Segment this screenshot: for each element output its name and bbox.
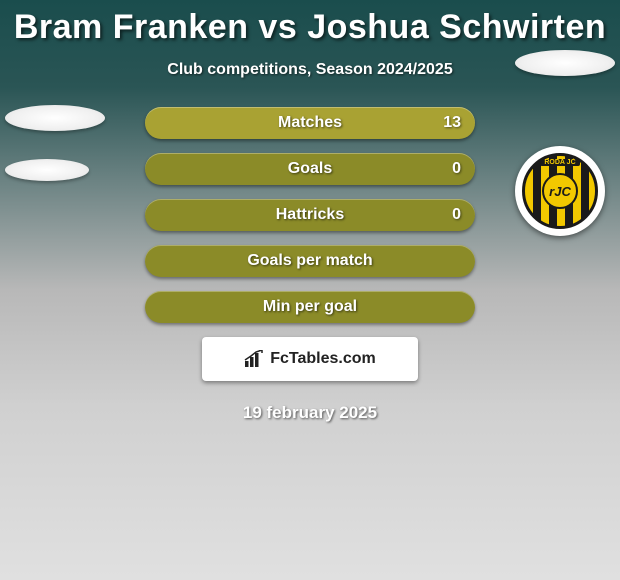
club-badge: RODA JC rJC (515, 146, 605, 236)
stat-row-goals: Goals 0 (145, 153, 475, 185)
ellipse-icon (5, 105, 105, 131)
ellipse-icon (5, 159, 89, 181)
stat-value: 0 (452, 206, 461, 224)
placeholder-ellipse (5, 105, 105, 181)
stat-row-matches: Matches 13 (145, 107, 475, 139)
stat-label: Matches (278, 114, 342, 132)
stats-area: RODA JC rJC Matches 13 Goals 0 Hattricks… (0, 107, 620, 423)
placeholder-and-club: RODA JC rJC (515, 50, 615, 236)
club-top-text: RODA JC (540, 159, 579, 166)
stat-label: Goals (288, 160, 332, 178)
comparison-title: Bram Franken vs Joshua Schwirten (0, 0, 620, 47)
bar-chart-icon (244, 350, 264, 368)
stat-value: 0 (452, 160, 461, 178)
stat-label: Goals per match (247, 252, 372, 270)
stat-label: Min per goal (263, 298, 357, 316)
stat-row-hattricks: Hattricks 0 (145, 199, 475, 231)
date-text: 19 february 2025 (0, 403, 620, 423)
club-badge-inner: RODA JC rJC (522, 153, 598, 229)
player-right-badge-slot: RODA JC rJC (515, 93, 615, 193)
player-left-badge-slot (5, 93, 105, 193)
ellipse-icon (515, 50, 615, 76)
club-abbr: rJC (542, 173, 578, 209)
stat-row-goals-per-match: Goals per match (145, 245, 475, 277)
brand-text: FcTables.com (270, 350, 376, 368)
stat-row-min-per-goal: Min per goal (145, 291, 475, 323)
stat-rows: Matches 13 Goals 0 Hattricks 0 Goals per… (145, 107, 475, 323)
brand-box[interactable]: FcTables.com (202, 337, 418, 381)
stat-label: Hattricks (276, 206, 344, 224)
stat-value: 13 (443, 114, 461, 132)
